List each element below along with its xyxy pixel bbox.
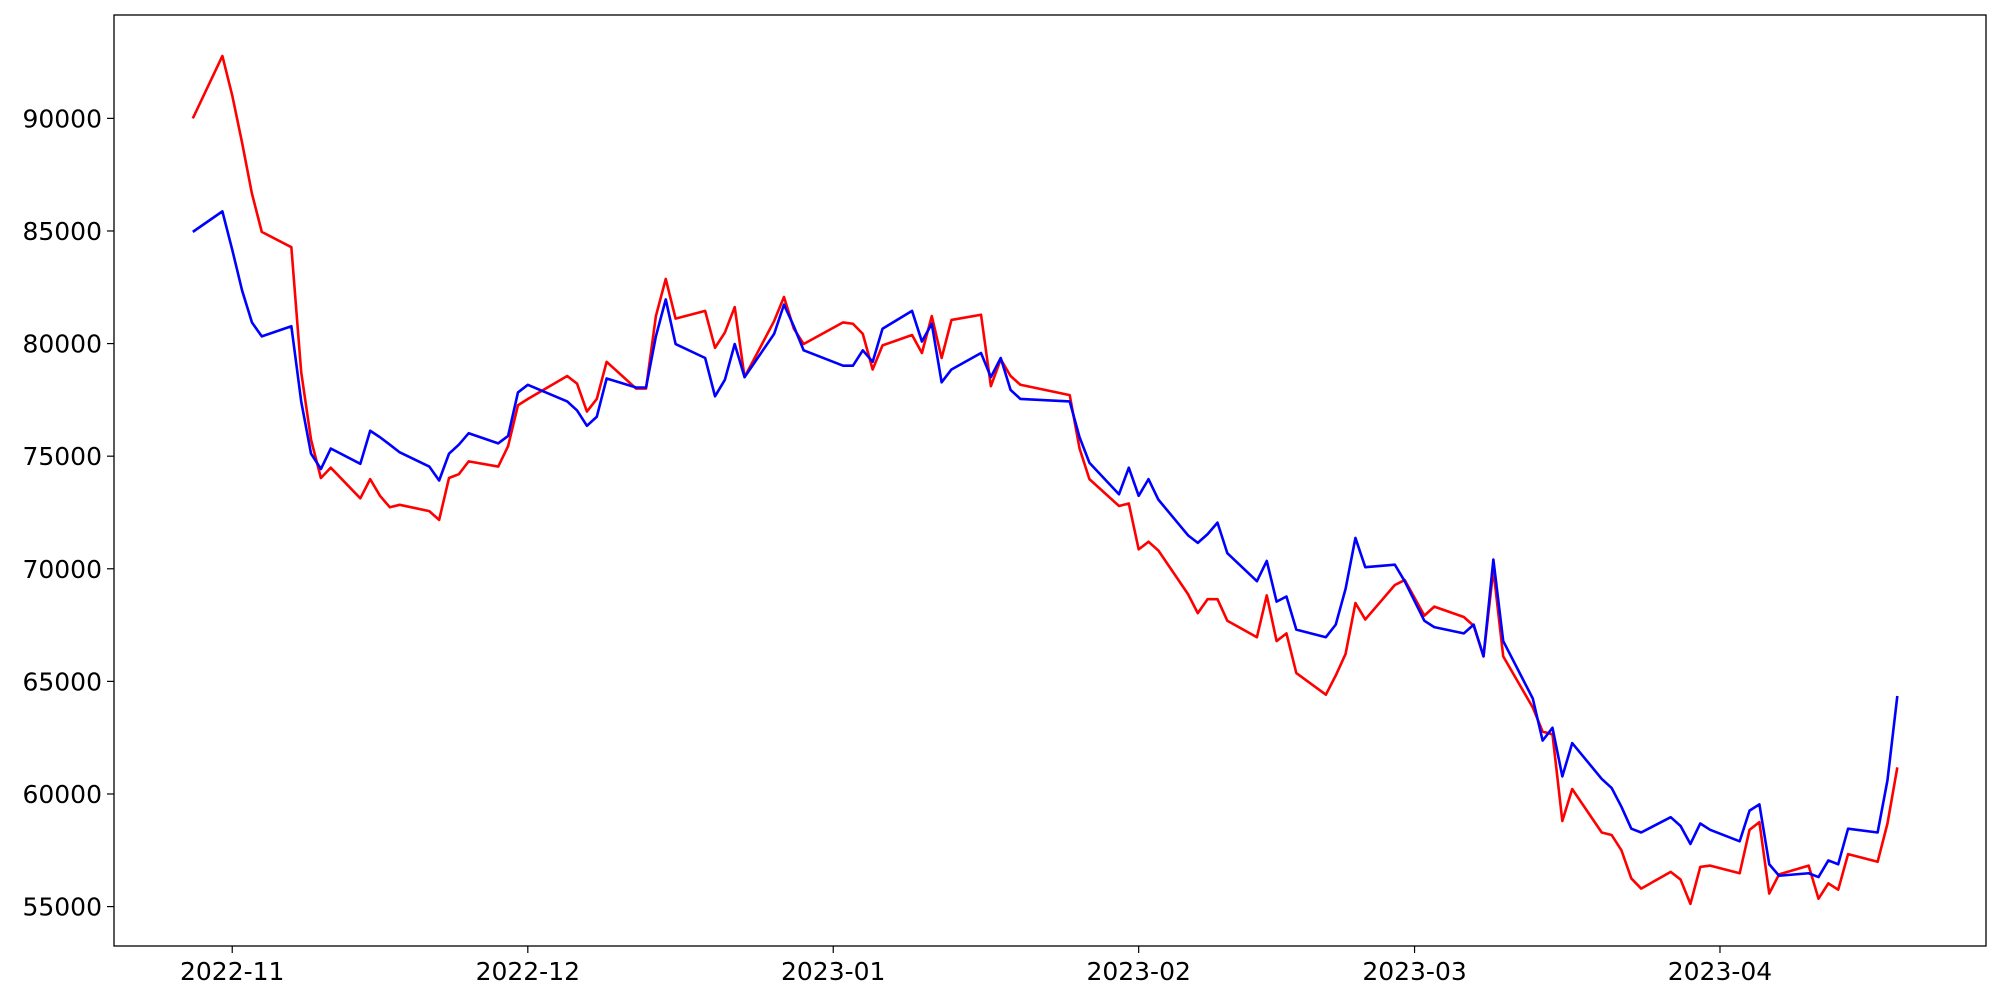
y-tick-label: 90000: [22, 104, 102, 133]
x-tick-label: 2023-03: [1362, 957, 1466, 986]
y-tick-label: 60000: [22, 780, 102, 809]
y-tick-label: 75000: [22, 442, 102, 471]
line-series: [191, 54, 1899, 906]
y-tick-label: 65000: [22, 667, 102, 696]
y-tick-label: 85000: [22, 217, 102, 246]
y-tick-label: 70000: [22, 555, 102, 584]
y-tick-label: 55000: [22, 893, 102, 922]
x-tick-label: 2022-12: [476, 957, 580, 986]
plot-frame: [113, 14, 1987, 947]
x-tick-label: 2023-01: [781, 957, 885, 986]
x-tick-label: 2023-04: [1668, 957, 1772, 986]
line-series: [192, 210, 1899, 879]
x-tick-label: 2022-11: [180, 957, 284, 986]
y-tick-label: 80000: [22, 330, 102, 359]
x-tick-label: 2023-02: [1086, 957, 1190, 986]
